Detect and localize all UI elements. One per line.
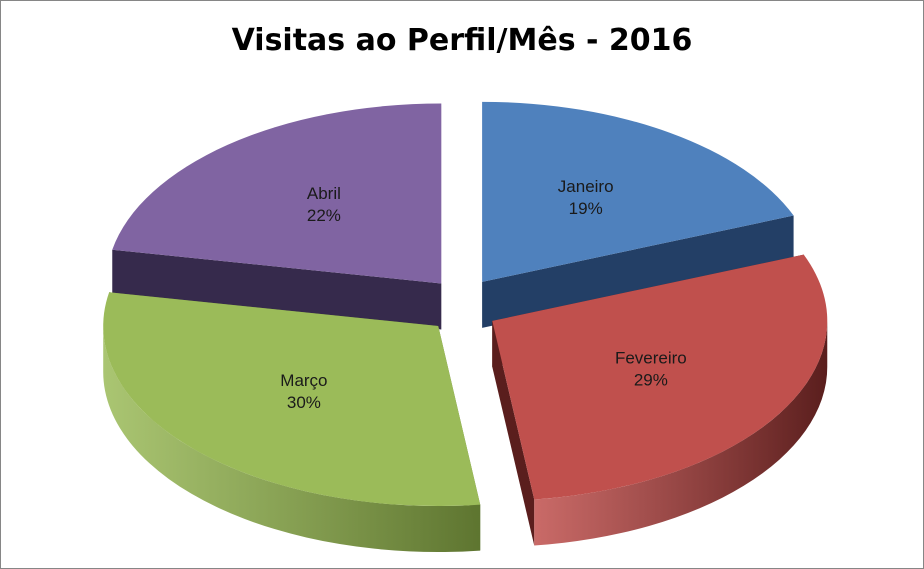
slice-category-label: Fevereiro	[615, 348, 687, 367]
slice-value-label: 22%	[307, 206, 341, 225]
pie-slice-side	[534, 320, 828, 546]
chart-title: Visitas ao Perfil/Mês - 2016	[231, 23, 693, 58]
pie-slice-side	[103, 326, 481, 553]
slice-value-label: 30%	[287, 393, 321, 412]
slice-category-label: Janeiro	[558, 177, 614, 196]
slice-category-label: Abril	[307, 184, 341, 203]
pie-slice-top	[482, 101, 794, 282]
pie-slice-marco: Março 30%	[103, 292, 481, 553]
pie-slice-abril: Abril 22%	[112, 103, 442, 330]
pie-slice-wall	[492, 320, 535, 546]
pie-slice-fevereiro: Fevereiro 29%	[492, 254, 828, 546]
pie-slice-wall	[482, 215, 794, 328]
slice-value-label: 19%	[569, 199, 603, 218]
slice-value-label: 29%	[634, 370, 668, 389]
slice-category-label: Março	[280, 371, 327, 390]
pie-slice-top	[103, 292, 481, 507]
pie-slice-top	[492, 254, 828, 500]
pie-slice-janeiro: Janeiro 19%	[482, 101, 794, 328]
pie-slice-wall	[112, 249, 442, 330]
pie-slice-top	[112, 103, 442, 284]
